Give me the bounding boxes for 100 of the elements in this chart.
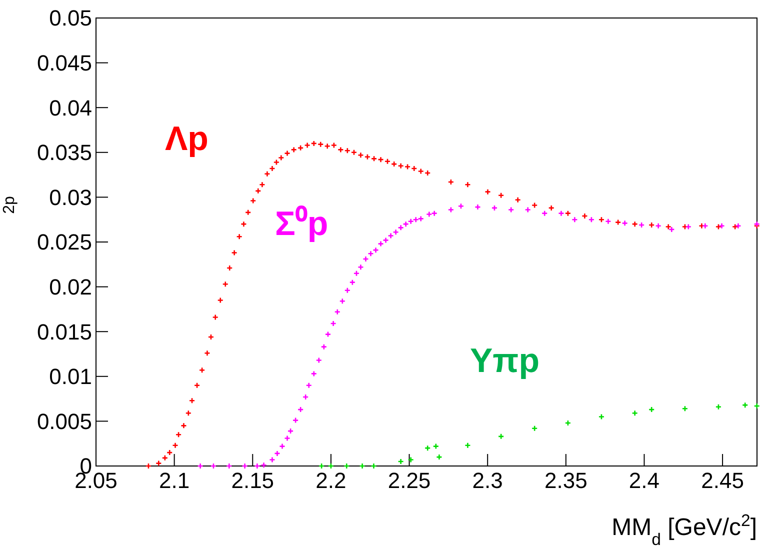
point (754, 402, 760, 410)
point (742, 402, 748, 408)
point (655, 222, 662, 230)
point (242, 462, 248, 470)
point (226, 462, 232, 470)
point (260, 462, 267, 468)
point (458, 203, 464, 210)
point (408, 456, 414, 463)
point (632, 410, 638, 416)
y-tick-label: 0.025 (36, 230, 92, 255)
point (474, 204, 481, 210)
point (398, 224, 404, 231)
point (284, 435, 290, 442)
point (426, 211, 432, 218)
point (398, 458, 404, 465)
x-tick-label: 2.2 (316, 468, 346, 493)
point (418, 216, 424, 222)
point (541, 210, 548, 216)
x-tick-label: 2.35 (544, 468, 588, 493)
point (564, 420, 572, 426)
x-tick-label: 2.25 (388, 468, 431, 493)
point (622, 220, 628, 226)
point (382, 237, 389, 244)
point (605, 218, 612, 225)
y-tick-label: 0.005 (36, 408, 92, 434)
y-tick-label: 0.03 (49, 184, 92, 210)
point (324, 331, 332, 338)
point (359, 462, 366, 470)
point (370, 462, 377, 470)
point (297, 406, 304, 413)
point (392, 228, 399, 236)
point (318, 462, 325, 470)
point (292, 417, 299, 424)
point (287, 428, 294, 434)
point (424, 444, 431, 452)
point (702, 222, 708, 230)
point (558, 210, 564, 216)
point (436, 454, 442, 460)
point (598, 414, 605, 420)
series-label: Λp (165, 120, 208, 158)
point (498, 433, 504, 440)
point (531, 425, 538, 432)
point (368, 250, 374, 257)
series-label: Σ⁰p (275, 205, 328, 243)
point (349, 279, 356, 286)
point (685, 224, 692, 230)
point (358, 264, 364, 270)
y-tick-label: 0.035 (36, 140, 92, 166)
point (339, 298, 346, 304)
point (306, 382, 312, 389)
y-tick-label: 0.01 (49, 364, 92, 390)
point (491, 204, 498, 212)
point (274, 450, 280, 457)
point (353, 270, 360, 277)
x-tick-label: 2.3 (472, 468, 503, 493)
point (432, 443, 440, 450)
point (378, 240, 384, 247)
point (464, 442, 471, 449)
point (279, 443, 286, 450)
point (210, 462, 217, 470)
point (372, 246, 379, 254)
point (402, 220, 409, 228)
y-tick-label: 0.015 (36, 319, 92, 344)
point (448, 206, 454, 213)
x-axis-title: MM$_{d}$ [GeV/c$^{2}$] (612, 510, 757, 547)
point (310, 370, 318, 377)
y-tick-label: 0.05 (49, 6, 92, 31)
x-tick-label: 2.45 (701, 468, 744, 493)
point (508, 206, 514, 213)
point (412, 216, 419, 223)
point (254, 462, 260, 470)
point (334, 308, 341, 316)
point (718, 222, 725, 230)
point (269, 456, 276, 463)
point (682, 406, 688, 412)
point (408, 218, 414, 225)
point (735, 222, 742, 230)
x-tick-label: 2.4 (628, 468, 660, 493)
point (668, 226, 675, 233)
point (320, 344, 328, 350)
point (648, 406, 655, 413)
point (302, 394, 309, 400)
point (330, 320, 336, 327)
point (344, 287, 351, 294)
point (316, 357, 322, 364)
point (638, 222, 645, 228)
point (343, 462, 350, 470)
point (197, 462, 204, 470)
x-tick-label: 2.15 (231, 468, 274, 493)
series-label: Yπp (470, 342, 540, 380)
point (328, 462, 334, 470)
point (431, 210, 438, 216)
point (715, 404, 722, 410)
x-tick-label: 2.1 (159, 468, 190, 493)
point (524, 206, 531, 213)
y-tick-label: 0.045 (36, 50, 92, 76)
y-axis-title: 2p (1, 196, 18, 214)
y-tick-label: 0.02 (49, 274, 92, 300)
point (588, 216, 595, 223)
y-tick-label: 0.04 (49, 95, 92, 120)
